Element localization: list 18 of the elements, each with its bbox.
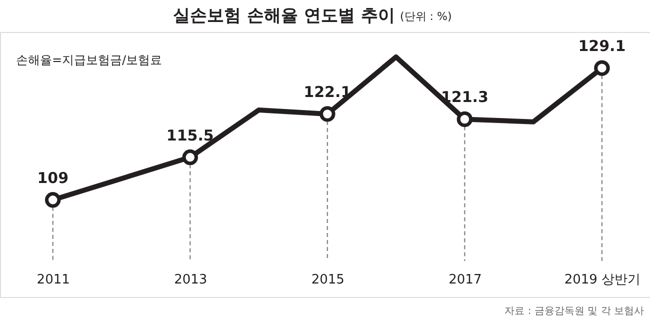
x-tick-label: 2011 <box>36 272 70 288</box>
data-label: 122.1 <box>304 82 352 101</box>
chart-subtitle: (단위 : %) <box>400 10 452 23</box>
point <box>456 111 473 128</box>
annotation: 손해율=지급보험금/보험료 <box>16 53 162 67</box>
point <box>182 149 198 166</box>
data-label: 109 <box>37 168 69 187</box>
x-tick-label: 2015 <box>311 272 344 288</box>
point <box>594 60 610 76</box>
data-label: 129.1 <box>578 37 626 56</box>
chart-title: 실손보험 손해율 연도별 추이 <box>173 6 395 26</box>
text: 자료 : 금융감독원 및 각 보험사 <box>504 306 644 317</box>
point <box>44 192 61 208</box>
x-tick-label: 2017 <box>448 272 482 288</box>
point <box>320 106 336 122</box>
x-tick-label: 2013 <box>174 272 208 288</box>
x-tick-label: 2019 상반기 <box>564 272 641 288</box>
data-label: 115.5 <box>166 126 214 144</box>
